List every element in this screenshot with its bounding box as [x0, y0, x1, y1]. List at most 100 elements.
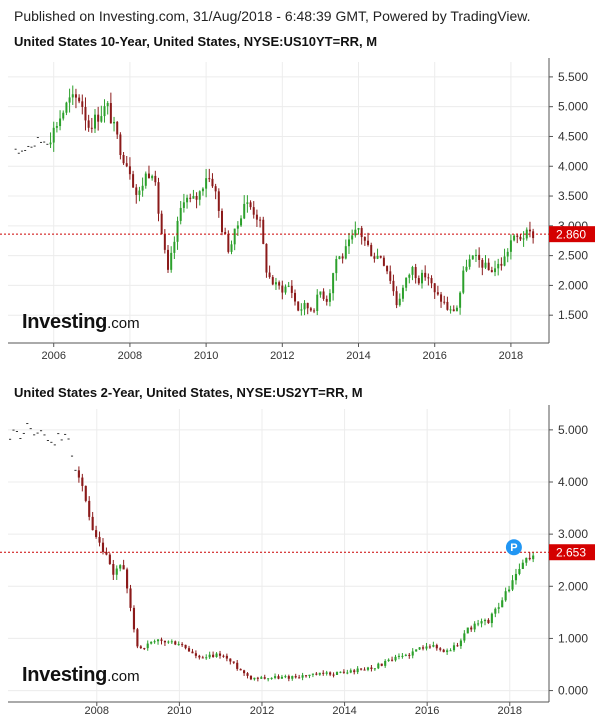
candle [246, 195, 249, 213]
candle [477, 619, 480, 627]
candle [49, 132, 52, 149]
candle [170, 639, 173, 645]
y-tick-label: 4.500 [558, 129, 588, 143]
candle [528, 552, 531, 561]
candle [425, 642, 428, 651]
candle [230, 240, 233, 255]
candle [95, 525, 98, 539]
chart-10y[interactable]: 1.5002.0002.5003.0003.5004.0004.5005.000… [0, 56, 600, 378]
candle [394, 654, 397, 662]
candle [287, 674, 290, 682]
candle [270, 677, 273, 680]
candle [191, 648, 194, 654]
x-tick-label: 2014 [346, 350, 370, 362]
candle [342, 669, 345, 674]
candle [84, 485, 87, 503]
candle [119, 132, 122, 160]
candle [316, 289, 319, 316]
candle [408, 652, 411, 659]
investing-logo-watermark: Investing.com [22, 664, 140, 686]
candle [514, 568, 518, 585]
candle [465, 259, 468, 273]
candle [239, 668, 242, 671]
candle [225, 653, 228, 662]
candle [298, 674, 301, 679]
candle [300, 303, 303, 316]
last-price-label-bg [549, 544, 595, 561]
candle [367, 232, 370, 247]
candle [284, 284, 287, 295]
candle [500, 257, 503, 271]
candle [71, 85, 74, 105]
candle [468, 254, 471, 270]
candle [147, 165, 150, 179]
candle [290, 280, 293, 299]
candle [504, 587, 507, 602]
last-price-label-bg [549, 226, 595, 243]
candle [136, 627, 139, 649]
last-price-label: 2.653 [556, 546, 586, 560]
candle [391, 656, 394, 662]
candle [125, 155, 128, 168]
chart-2y[interactable]: 0.000 1.000 2.000 3.000 4.000 5.000 2008 2010 20… [0, 405, 600, 718]
candle [332, 272, 335, 301]
candle [501, 597, 504, 608]
candle [322, 670, 325, 676]
candle [81, 94, 84, 115]
candle [243, 195, 246, 220]
candle [201, 655, 204, 659]
candle [363, 667, 366, 671]
candle [459, 291, 462, 315]
candle [163, 640, 166, 646]
candle [518, 563, 521, 576]
candle [452, 305, 455, 312]
candle [439, 647, 442, 652]
candle [313, 308, 316, 314]
candle [513, 234, 516, 242]
candle [387, 658, 390, 662]
candle [87, 114, 90, 132]
x-tick-label: 2010 [194, 350, 218, 362]
candle [497, 258, 500, 276]
y-tick-label: 1.000 [558, 631, 588, 645]
candle [236, 221, 239, 236]
candle [182, 193, 185, 213]
candle [344, 239, 347, 260]
candle [262, 216, 265, 245]
candle [246, 672, 249, 679]
candle [205, 654, 208, 660]
candle [421, 645, 425, 651]
candle [101, 538, 105, 555]
candle [68, 88, 71, 113]
candle [490, 266, 493, 273]
y-tick-label: 3.000 [558, 527, 588, 541]
candle [268, 265, 271, 279]
candle [198, 190, 201, 206]
candle [108, 553, 111, 565]
price-marker-badge[interactable] [505, 539, 522, 556]
candle [212, 651, 215, 658]
x-tick-label: 2016 [415, 705, 439, 717]
candle [470, 625, 473, 632]
candle [74, 88, 77, 109]
candle [449, 305, 452, 314]
candle [243, 669, 246, 676]
candle [435, 643, 438, 651]
candle [167, 640, 170, 644]
y-tick-label: 5.500 [558, 70, 588, 84]
candle [240, 215, 243, 227]
candle [301, 672, 304, 681]
candle [311, 673, 314, 678]
candle [52, 121, 55, 152]
candle [304, 675, 308, 678]
candle [506, 248, 509, 263]
candle [306, 302, 309, 315]
candle [160, 637, 163, 645]
candle [132, 605, 136, 633]
candle [100, 105, 103, 123]
candle [218, 650, 222, 659]
candle [338, 255, 341, 260]
candle [370, 664, 373, 672]
candle [144, 171, 147, 189]
candle [253, 677, 256, 681]
